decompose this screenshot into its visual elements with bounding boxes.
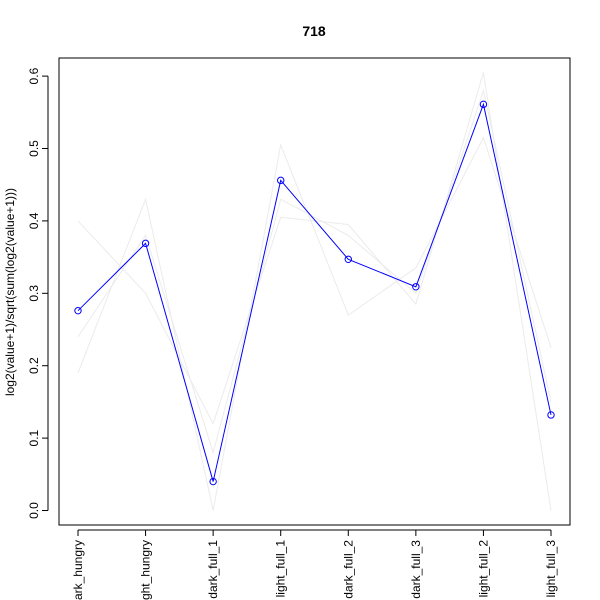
x-axis: ark_hungry ght_hungry dark_full_1 light_ful…	[71, 529, 558, 600]
y-tick-label: 0.3	[27, 285, 41, 302]
y-tick-label: 0.2	[27, 357, 41, 374]
series-line-background	[77, 88, 552, 455]
x-tick-label: dark_full_3	[409, 540, 423, 599]
x-tick-label: dark_full_2	[341, 540, 355, 599]
y-tick-label: 0.1	[27, 429, 41, 446]
x-tick-label: ght_hungry	[139, 540, 153, 600]
y-axis-label: log2(value+1)/sqrt(sum(log2(value+1)))	[3, 188, 17, 396]
data-point	[547, 411, 555, 419]
y-tick-label: 0.6	[27, 67, 41, 84]
x-tick-label: dark_full_1	[206, 540, 220, 599]
y-axis: 0.0 0.1 0.2 0.3 0.4 0.5 0.6	[27, 67, 49, 519]
x-tick-label: light_full_1	[274, 540, 288, 598]
y-tick-label: 0.5	[27, 140, 41, 157]
series-line-background	[77, 72, 552, 511]
x-tick-label: light_full_3	[544, 540, 558, 598]
data-point	[344, 255, 352, 263]
series-line-main	[77, 102, 552, 482]
y-tick-label: 0.4	[27, 212, 41, 229]
series-layer	[74, 72, 555, 511]
x-tick-label: ark_hungry	[71, 540, 85, 600]
plot-box	[58, 57, 571, 526]
data-point	[74, 306, 82, 315]
x-tick-label: light_full_2	[476, 540, 490, 598]
data-point	[412, 283, 420, 291]
data-point	[277, 176, 285, 185]
data-point	[209, 477, 217, 486]
y-tick-label: 0.0	[27, 502, 41, 519]
data-point	[141, 239, 150, 248]
series-line-background	[77, 136, 552, 511]
data-point	[479, 100, 488, 109]
chart-title: 718	[302, 23, 326, 39]
